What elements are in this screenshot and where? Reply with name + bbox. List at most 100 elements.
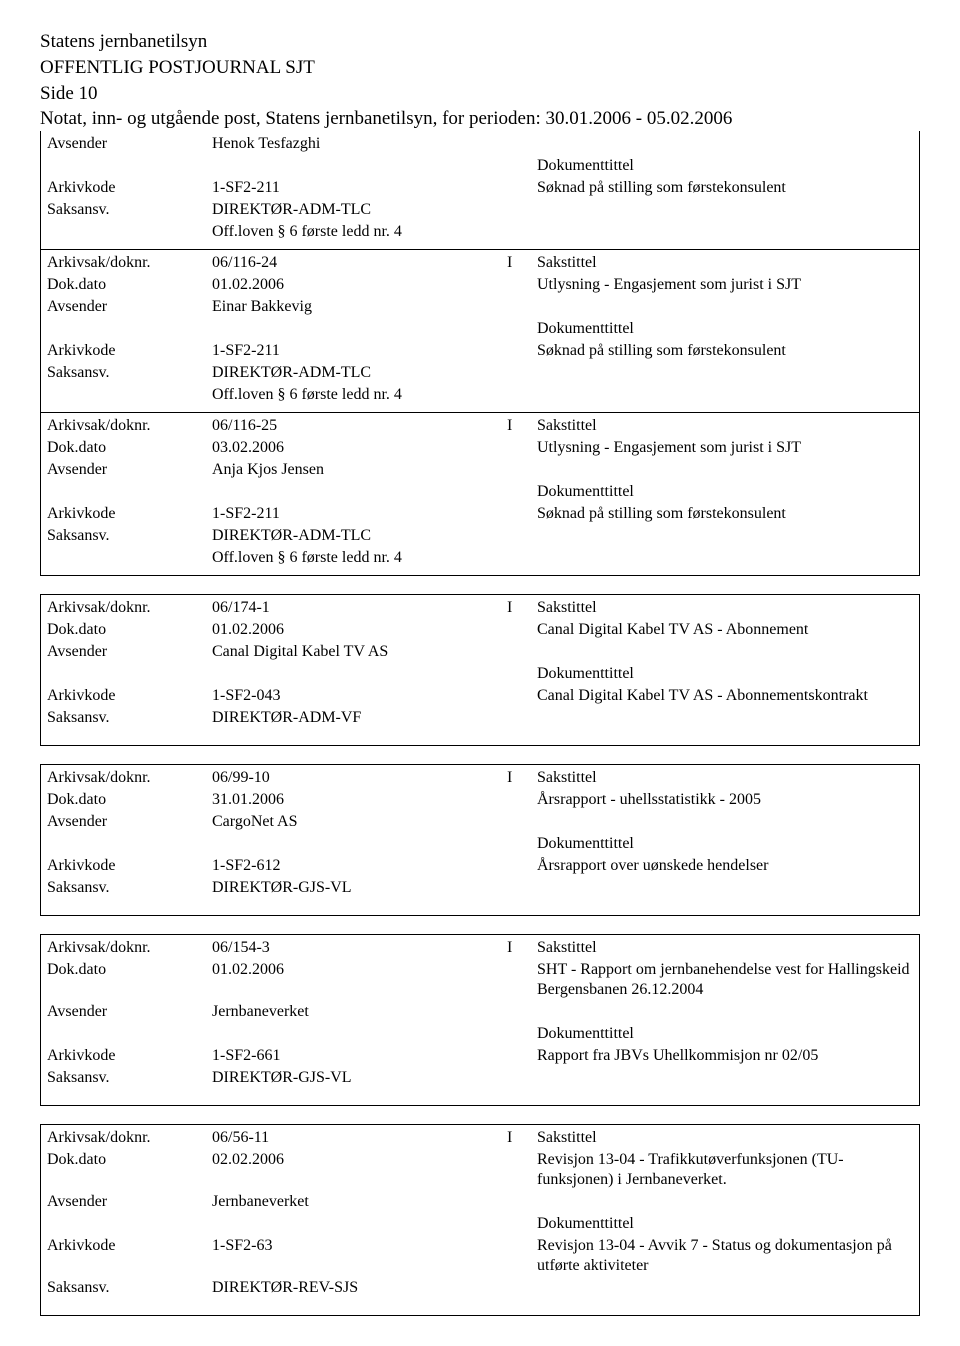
label-saksansv: Saksansv.: [47, 525, 212, 547]
avsender-value: Canal Digital Kabel TV AS: [212, 641, 507, 663]
avsender-value: Jernbaneverket: [212, 1191, 507, 1213]
sakstittel-value: Canal Digital Kabel TV AS - Abonnement: [537, 619, 913, 641]
journal-entry: Arkivsak/doknr. 06/174-1 I Sakstittel Do…: [40, 594, 920, 746]
label-dokdato: Dok.dato: [47, 789, 212, 811]
doktittel-value: Canal Digital Kabel TV AS - Abonnementsk…: [537, 685, 913, 707]
offloven-value: Off.loven § 6 første ledd nr. 4: [212, 384, 507, 406]
io-value: I: [507, 597, 537, 619]
label-dokdato: Dok.dato: [47, 959, 212, 981]
label-dokdato: Dok.dato: [47, 1149, 212, 1171]
sakstittel-value: Årsrapport - uhellsstatistikk - 2005: [537, 789, 913, 811]
io-value: I: [507, 252, 537, 274]
doktittel-value: Rapport fra JBVs Uhellkommisjon nr 02/05: [537, 1045, 913, 1067]
io-value: I: [507, 415, 537, 437]
doktittel-value: Søknad på stilling som førstekonsulent: [537, 177, 913, 199]
dokdato-value: 02.02.2006: [212, 1149, 507, 1171]
offloven-value: Off.loven § 6 første ledd nr. 4: [212, 547, 507, 569]
label-sakstittel: Sakstittel: [537, 767, 913, 789]
doknr-value: 06/99-10: [212, 767, 507, 789]
journal-entry: Arkivsak/doknr. 06/154-3 I Sakstittel Do…: [40, 934, 920, 1106]
dokdato-value: 31.01.2006: [212, 789, 507, 811]
page-side: Side 10: [40, 82, 920, 106]
label-doktittel: Dokumenttittel: [537, 318, 913, 340]
label-doktittel: Dokumenttittel: [537, 1023, 913, 1045]
label-arkivkode: Arkivkode: [47, 1235, 212, 1257]
label-saksansv: Saksansv.: [47, 707, 212, 729]
avsender-value: Anja Kjos Jensen: [212, 459, 507, 481]
dokdato-value: 03.02.2006: [212, 437, 507, 459]
label-saksansv: Saksansv.: [47, 199, 212, 221]
label-saksansv: Saksansv.: [47, 1067, 212, 1089]
label-avsender: Avsender: [47, 459, 212, 481]
dokdato-value: 01.02.2006: [212, 619, 507, 641]
org-name: Statens jernbanetilsyn: [40, 30, 920, 54]
label-arkivsak: Arkivsak/doknr.: [47, 597, 212, 619]
label-sakstittel: Sakstittel: [537, 937, 913, 959]
journal-entry: Arkivsak/doknr. 06/116-25 I Sakstittel D…: [40, 412, 920, 576]
avsender-value: Jernbaneverket: [212, 1001, 507, 1023]
label-arkivkode: Arkivkode: [47, 855, 212, 877]
sakstittel-value: Utlysning - Engasjement som jurist i SJT: [537, 274, 913, 296]
doknr-value: 06/56-11: [212, 1127, 507, 1149]
label-sakstittel: Sakstittel: [537, 415, 913, 437]
arkivkode-value: 1-SF2-211: [212, 340, 507, 362]
label-saksansv: Saksansv.: [47, 877, 212, 899]
journal-title: OFFENTLIG POSTJOURNAL SJT: [40, 56, 920, 80]
label-dokdato: Dok.dato: [47, 274, 212, 296]
saksansv-value: DIREKTØR-ADM-TLC: [212, 362, 507, 384]
journal-entry: Avsender Henok Tesfazghi Dokumenttittel …: [40, 131, 920, 250]
label-arkivkode: Arkivkode: [47, 503, 212, 525]
label-sakstittel: Sakstittel: [537, 597, 913, 619]
journal-entry: Arkivsak/doknr. 06/116-24 I Sakstittel D…: [40, 249, 920, 413]
arkivkode-value: 1-SF2-63: [212, 1235, 507, 1257]
label-avsender: Avsender: [47, 1001, 212, 1023]
doknr-value: 06/116-25: [212, 415, 507, 437]
entries-container: Avsender Henok Tesfazghi Dokumenttittel …: [40, 131, 920, 1316]
label-doktittel: Dokumenttittel: [537, 155, 913, 177]
label-saksansv: Saksansv.: [47, 362, 212, 384]
label-doktittel: Dokumenttittel: [537, 481, 913, 503]
label-sakstittel: Sakstittel: [537, 252, 913, 274]
sakstittel-value: SHT - Rapport om jernbanehendelse vest f…: [537, 959, 913, 1001]
sakstittel-value: Revisjon 13-04 - Trafikkutøverfunksjonen…: [537, 1149, 913, 1191]
doktittel-value: Årsrapport over uønskede hendelser: [537, 855, 913, 877]
label-arkivkode: Arkivkode: [47, 177, 212, 199]
label-doktittel: Dokumenttittel: [537, 833, 913, 855]
saksansv-value: DIREKTØR-GJS-VL: [212, 877, 507, 899]
io-value: I: [507, 767, 537, 789]
arkivkode-value: 1-SF2-612: [212, 855, 507, 877]
label-arkivkode: Arkivkode: [47, 1045, 212, 1067]
label-arkivsak: Arkivsak/doknr.: [47, 767, 212, 789]
label-doktittel: Dokumenttittel: [537, 663, 913, 685]
label-dokdato: Dok.dato: [47, 619, 212, 641]
saksansv-value: DIREKTØR-REV-SJS: [212, 1277, 507, 1299]
doktittel-value: Søknad på stilling som førstekonsulent: [537, 340, 913, 362]
label-saksansv: Saksansv.: [47, 1277, 212, 1299]
saksansv-value: DIREKTØR-ADM-TLC: [212, 525, 507, 547]
label-arkivsak: Arkivsak/doknr.: [47, 1127, 212, 1149]
io-value: I: [507, 937, 537, 959]
arkivkode-value: 1-SF2-043: [212, 685, 507, 707]
sakstittel-value: Utlysning - Engasjement som jurist i SJT: [537, 437, 913, 459]
label-dokdato: Dok.dato: [47, 437, 212, 459]
arkivkode-value: 1-SF2-661: [212, 1045, 507, 1067]
avsender-value: Einar Bakkevig: [212, 296, 507, 318]
io-value: I: [507, 1127, 537, 1149]
offloven-value: Off.loven § 6 første ledd nr. 4: [212, 221, 507, 243]
label-avsender: Avsender: [47, 811, 212, 833]
journal-entry: Arkivsak/doknr. 06/56-11 I Sakstittel Do…: [40, 1124, 920, 1316]
label-arkivsak: Arkivsak/doknr.: [47, 937, 212, 959]
label-sakstittel: Sakstittel: [537, 1127, 913, 1149]
label-arkivsak: Arkivsak/doknr.: [47, 252, 212, 274]
saksansv-value: DIREKTØR-ADM-VF: [212, 707, 507, 729]
doktittel-value: Revisjon 13-04 - Avvik 7 - Status og dok…: [537, 1235, 913, 1277]
doknr-value: 06/116-24: [212, 252, 507, 274]
label-arkivsak: Arkivsak/doknr.: [47, 415, 212, 437]
label-arkivkode: Arkivkode: [47, 340, 212, 362]
doknr-value: 06/154-3: [212, 937, 507, 959]
dokdato-value: 01.02.2006: [212, 959, 507, 981]
saksansv-value: DIREKTØR-ADM-TLC: [212, 199, 507, 221]
journal-entry: Arkivsak/doknr. 06/99-10 I Sakstittel Do…: [40, 764, 920, 916]
period-line: Notat, inn- og utgående post, Statens je…: [40, 107, 920, 131]
arkivkode-value: 1-SF2-211: [212, 503, 507, 525]
